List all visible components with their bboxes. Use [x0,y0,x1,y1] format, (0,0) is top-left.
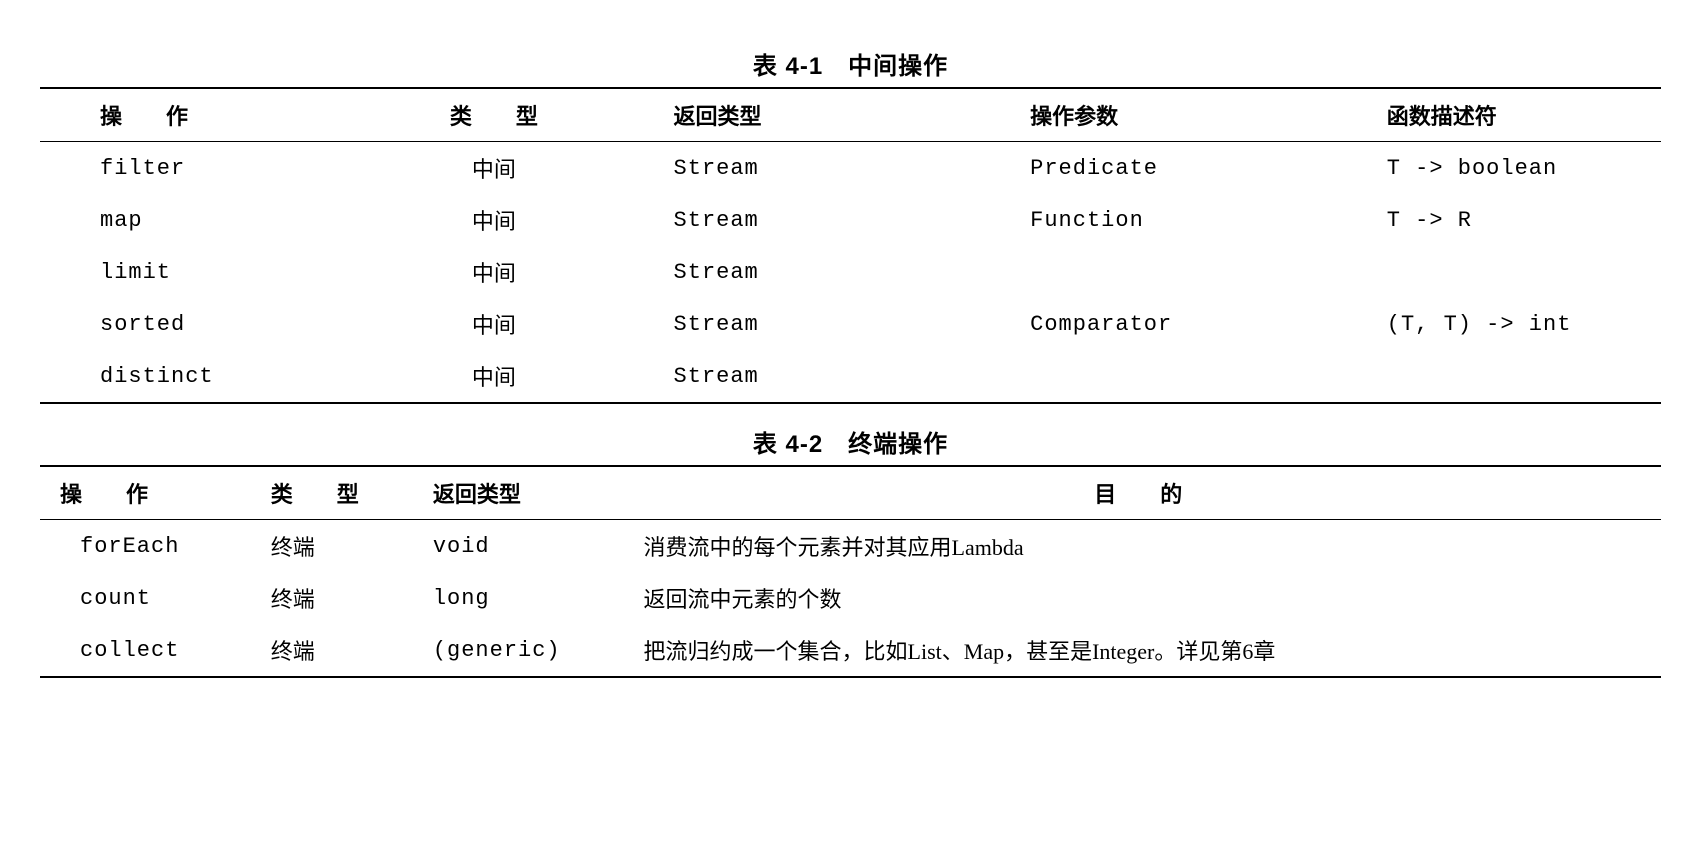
table2-col-purpose: 目 的 [624,466,1661,520]
table1-col-param: 操作参数 [980,88,1337,142]
table-row: forEach终端void消费流中的每个元素并对其应用Lambda [40,520,1661,573]
cell-op: collect [40,624,251,677]
cell-desc: T -> R [1337,194,1661,246]
table1-title: 表 4-1 中间操作 [40,46,1661,81]
table-row: collect终端(generic)把流归约成一个集合，比如List、Map，甚… [40,624,1661,677]
cell-type: 中间 [364,194,623,246]
cell-ret: Stream [624,298,981,350]
table2-col-op: 操 作 [40,466,251,520]
cell-desc: (T, T) -> int [1337,298,1661,350]
cell-ret: Stream [624,194,981,246]
cell-param: Predicate [980,142,1337,195]
table1-col-op: 操 作 [40,88,364,142]
cell-desc [1337,350,1661,403]
cell-param [980,246,1337,298]
cell-param: Comparator [980,298,1337,350]
table2-header-row: 操 作 类 型 返回类型 目 的 [40,466,1661,520]
cell-type: 中间 [364,350,623,403]
table2-col-ret: 返回类型 [413,466,624,520]
cell-desc: T -> boolean [1337,142,1661,195]
cell-purpose: 消费流中的每个元素并对其应用Lambda [624,520,1661,573]
cell-ret: long [413,572,624,624]
table2-col-type: 类 型 [251,466,413,520]
cell-type: 终端 [251,624,413,677]
table-row: map中间StreamFunctionT -> R [40,194,1661,246]
cell-op: sorted [40,298,364,350]
cell-type: 中间 [364,298,623,350]
cell-ret: void [413,520,624,573]
table-row: distinct中间Stream [40,350,1661,403]
table1-col-desc: 函数描述符 [1337,88,1661,142]
table-row: filter中间StreamPredicateT -> boolean [40,142,1661,195]
cell-type: 中间 [364,246,623,298]
cell-ret: Stream [624,246,981,298]
cell-op: forEach [40,520,251,573]
cell-type: 中间 [364,142,623,195]
cell-ret: Stream [624,350,981,403]
table-row: sorted中间StreamComparator(T, T) -> int [40,298,1661,350]
cell-param [980,350,1337,403]
cell-op: limit [40,246,364,298]
cell-ret: Stream [624,142,981,195]
cell-purpose: 把流归约成一个集合，比如List、Map，甚至是Integer。详见第6章 [624,624,1661,677]
table1-col-ret: 返回类型 [624,88,981,142]
cell-type: 终端 [251,572,413,624]
cell-ret: (generic) [413,624,624,677]
table2-title: 表 4-2 终端操作 [40,424,1661,459]
cell-type: 终端 [251,520,413,573]
table-row: limit中间Stream [40,246,1661,298]
table1: 操 作 类 型 返回类型 操作参数 函数描述符 filter中间StreamPr… [40,87,1661,404]
table-row: count终端long返回流中元素的个数 [40,572,1661,624]
table1-col-type: 类 型 [364,88,623,142]
cell-op: map [40,194,364,246]
cell-param: Function [980,194,1337,246]
cell-op: distinct [40,350,364,403]
cell-op: count [40,572,251,624]
cell-purpose: 返回流中元素的个数 [624,572,1661,624]
cell-op: filter [40,142,364,195]
table1-header-row: 操 作 类 型 返回类型 操作参数 函数描述符 [40,88,1661,142]
cell-desc [1337,246,1661,298]
table2: 操 作 类 型 返回类型 目 的 forEach终端void消费流中的每个元素并… [40,465,1661,678]
